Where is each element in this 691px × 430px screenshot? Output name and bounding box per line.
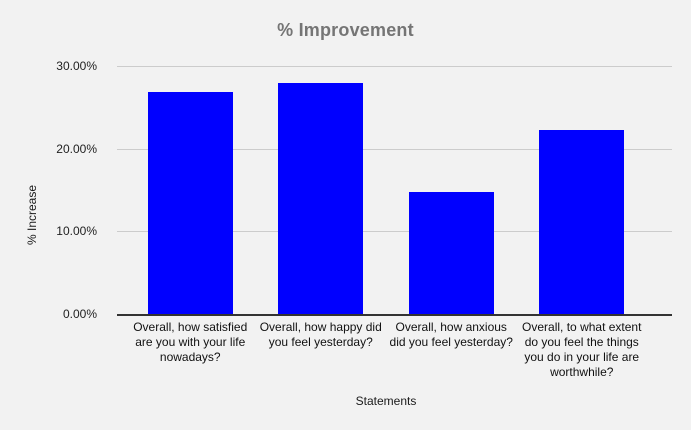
x-category-label: Overall, to what extent do you feel the …: [522, 320, 642, 379]
gridline: [117, 66, 672, 67]
x-category-label: Overall, how satisfied are you with your…: [133, 320, 248, 364]
bar[interactable]: [539, 130, 625, 314]
bar-slot: [256, 66, 387, 314]
gridline: [117, 231, 672, 233]
bar-slot: [125, 66, 256, 314]
x-axis-title: Statements: [355, 394, 417, 408]
y-tick-label: 10.00%: [56, 224, 97, 239]
bar[interactable]: [147, 91, 233, 314]
gridline: [117, 148, 672, 150]
chart-title: % Improvement: [277, 20, 414, 40]
x-category-label: Overall, how happy did you feel yesterda…: [259, 320, 382, 349]
bar-slot: [386, 66, 517, 314]
x-axis-category-labels: Overall, how satisfied are you with your…: [125, 320, 647, 380]
y-tick-label: 20.00%: [56, 141, 97, 156]
plot-area: [117, 66, 672, 316]
bars-row: [125, 66, 647, 314]
y-tick-label: 0.00%: [62, 307, 97, 321]
y-tick-label: 30.00%: [56, 59, 97, 73]
x-category-label: Overall, how anxious did you feel yester…: [389, 320, 513, 349]
bar-slot: [517, 66, 648, 314]
bar[interactable]: [278, 82, 364, 314]
bar[interactable]: [408, 191, 494, 314]
